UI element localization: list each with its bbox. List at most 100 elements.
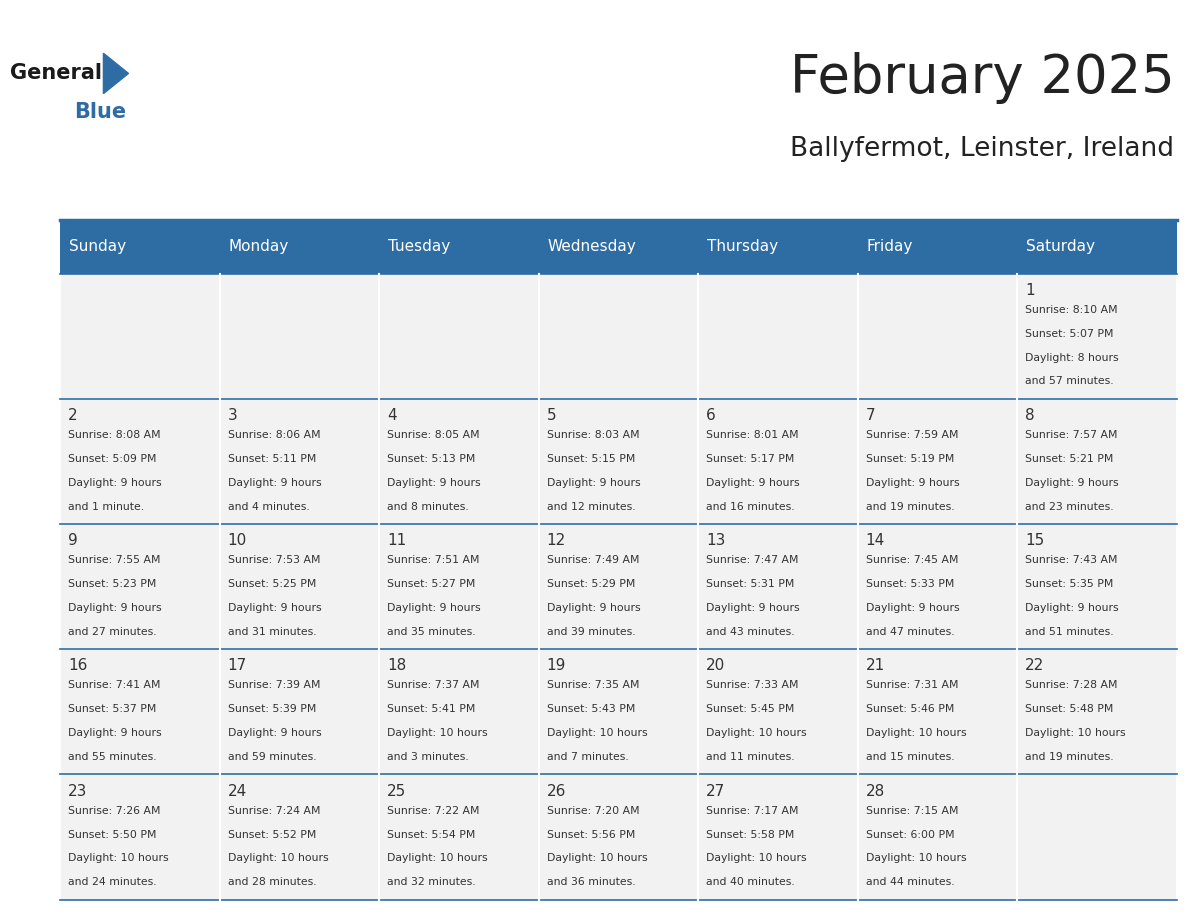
Text: Daylight: 10 hours: Daylight: 10 hours	[1025, 728, 1126, 738]
Text: Sunrise: 7:20 AM: Sunrise: 7:20 AM	[546, 806, 639, 815]
Text: Sunset: 5:48 PM: Sunset: 5:48 PM	[1025, 704, 1113, 714]
Text: 12: 12	[546, 533, 565, 548]
Text: Daylight: 9 hours: Daylight: 9 hours	[706, 477, 800, 487]
Text: Sunrise: 7:49 AM: Sunrise: 7:49 AM	[546, 555, 639, 565]
Bar	[699, 524, 858, 649]
Text: and 24 minutes.: and 24 minutes.	[68, 878, 157, 887]
Text: 4: 4	[387, 408, 397, 423]
Bar	[538, 220, 699, 274]
Text: Daylight: 10 hours: Daylight: 10 hours	[387, 854, 488, 863]
Bar	[61, 775, 220, 900]
Text: Sunrise: 8:10 AM: Sunrise: 8:10 AM	[1025, 305, 1118, 315]
Text: Daylight: 10 hours: Daylight: 10 hours	[387, 728, 488, 738]
Text: Blue: Blue	[74, 102, 126, 122]
Text: Sunrise: 8:05 AM: Sunrise: 8:05 AM	[387, 430, 480, 440]
Text: Sunrise: 7:22 AM: Sunrise: 7:22 AM	[387, 806, 480, 815]
Text: Sunset: 5:25 PM: Sunset: 5:25 PM	[228, 579, 316, 589]
Text: Sunset: 5:15 PM: Sunset: 5:15 PM	[546, 453, 634, 464]
Bar	[220, 524, 379, 649]
Bar	[220, 649, 379, 775]
Bar	[379, 649, 538, 775]
Bar	[858, 220, 1017, 274]
Text: 23: 23	[68, 784, 88, 799]
Text: 18: 18	[387, 658, 406, 674]
Text: Sunset: 5:46 PM: Sunset: 5:46 PM	[866, 704, 954, 714]
Text: Sunrise: 8:01 AM: Sunrise: 8:01 AM	[706, 430, 798, 440]
Text: Sunday: Sunday	[69, 240, 126, 254]
Text: and 8 minutes.: and 8 minutes.	[387, 501, 469, 511]
Text: 7: 7	[866, 408, 876, 423]
Text: 24: 24	[228, 784, 247, 799]
Bar	[858, 775, 1017, 900]
Text: 22: 22	[1025, 658, 1044, 674]
Text: Sunrise: 7:53 AM: Sunrise: 7:53 AM	[228, 555, 320, 565]
Text: General: General	[11, 63, 102, 84]
Text: and 12 minutes.: and 12 minutes.	[546, 501, 636, 511]
Text: Sunset: 5:54 PM: Sunset: 5:54 PM	[387, 830, 475, 839]
Text: Sunset: 5:43 PM: Sunset: 5:43 PM	[546, 704, 634, 714]
Text: Sunrise: 8:03 AM: Sunrise: 8:03 AM	[546, 430, 639, 440]
Text: Sunset: 5:56 PM: Sunset: 5:56 PM	[546, 830, 634, 839]
Text: 19: 19	[546, 658, 565, 674]
Text: and 35 minutes.: and 35 minutes.	[387, 627, 475, 637]
Bar	[220, 398, 379, 524]
Text: Sunrise: 7:37 AM: Sunrise: 7:37 AM	[387, 680, 480, 690]
Text: 15: 15	[1025, 533, 1044, 548]
Bar	[1017, 524, 1176, 649]
Text: 10: 10	[228, 533, 247, 548]
Text: and 32 minutes.: and 32 minutes.	[387, 878, 475, 887]
Polygon shape	[103, 53, 128, 94]
Text: 28: 28	[866, 784, 885, 799]
Text: 5: 5	[546, 408, 556, 423]
Text: Sunset: 5:13 PM: Sunset: 5:13 PM	[387, 453, 475, 464]
Text: and 31 minutes.: and 31 minutes.	[228, 627, 316, 637]
Text: and 43 minutes.: and 43 minutes.	[706, 627, 795, 637]
Text: Daylight: 9 hours: Daylight: 9 hours	[1025, 477, 1119, 487]
Text: Daylight: 9 hours: Daylight: 9 hours	[68, 603, 162, 613]
Text: Daylight: 10 hours: Daylight: 10 hours	[546, 854, 647, 863]
Text: Sunrise: 7:41 AM: Sunrise: 7:41 AM	[68, 680, 160, 690]
Text: 8: 8	[1025, 408, 1035, 423]
Text: and 19 minutes.: and 19 minutes.	[866, 501, 954, 511]
Text: Sunset: 5:39 PM: Sunset: 5:39 PM	[228, 704, 316, 714]
Text: 11: 11	[387, 533, 406, 548]
Bar	[858, 274, 1017, 398]
Text: Sunset: 5:21 PM: Sunset: 5:21 PM	[1025, 453, 1113, 464]
Text: Daylight: 10 hours: Daylight: 10 hours	[546, 728, 647, 738]
Text: and 27 minutes.: and 27 minutes.	[68, 627, 157, 637]
Text: Sunset: 5:19 PM: Sunset: 5:19 PM	[866, 453, 954, 464]
Text: 6: 6	[706, 408, 716, 423]
Text: Daylight: 9 hours: Daylight: 9 hours	[68, 728, 162, 738]
Bar	[538, 775, 699, 900]
Text: Sunset: 5:45 PM: Sunset: 5:45 PM	[706, 704, 795, 714]
Bar	[538, 274, 699, 398]
Text: Monday: Monday	[229, 240, 289, 254]
Text: Sunset: 5:23 PM: Sunset: 5:23 PM	[68, 579, 157, 589]
Text: Sunrise: 7:17 AM: Sunrise: 7:17 AM	[706, 806, 798, 815]
Text: 27: 27	[706, 784, 726, 799]
Text: 9: 9	[68, 533, 78, 548]
Text: Sunset: 5:27 PM: Sunset: 5:27 PM	[387, 579, 475, 589]
Text: Daylight: 9 hours: Daylight: 9 hours	[387, 477, 481, 487]
Text: Sunrise: 7:24 AM: Sunrise: 7:24 AM	[228, 806, 320, 815]
Text: Wednesday: Wednesday	[548, 240, 637, 254]
Text: and 44 minutes.: and 44 minutes.	[866, 878, 954, 887]
Text: 17: 17	[228, 658, 247, 674]
Text: and 1 minute.: and 1 minute.	[68, 501, 144, 511]
Text: Sunset: 5:07 PM: Sunset: 5:07 PM	[1025, 329, 1113, 339]
Text: Sunset: 5:35 PM: Sunset: 5:35 PM	[1025, 579, 1113, 589]
Text: and 55 minutes.: and 55 minutes.	[68, 752, 157, 762]
Text: Sunset: 5:52 PM: Sunset: 5:52 PM	[228, 830, 316, 839]
Text: and 59 minutes.: and 59 minutes.	[228, 752, 316, 762]
Text: Daylight: 9 hours: Daylight: 9 hours	[68, 477, 162, 487]
Bar	[538, 398, 699, 524]
Text: and 11 minutes.: and 11 minutes.	[706, 752, 795, 762]
Bar	[61, 524, 220, 649]
Text: Sunrise: 7:35 AM: Sunrise: 7:35 AM	[546, 680, 639, 690]
Text: Daylight: 9 hours: Daylight: 9 hours	[706, 603, 800, 613]
Text: Sunrise: 7:59 AM: Sunrise: 7:59 AM	[866, 430, 958, 440]
Text: Daylight: 9 hours: Daylight: 9 hours	[866, 477, 959, 487]
Text: Daylight: 9 hours: Daylight: 9 hours	[228, 603, 321, 613]
Text: Daylight: 9 hours: Daylight: 9 hours	[546, 477, 640, 487]
Bar	[699, 220, 858, 274]
